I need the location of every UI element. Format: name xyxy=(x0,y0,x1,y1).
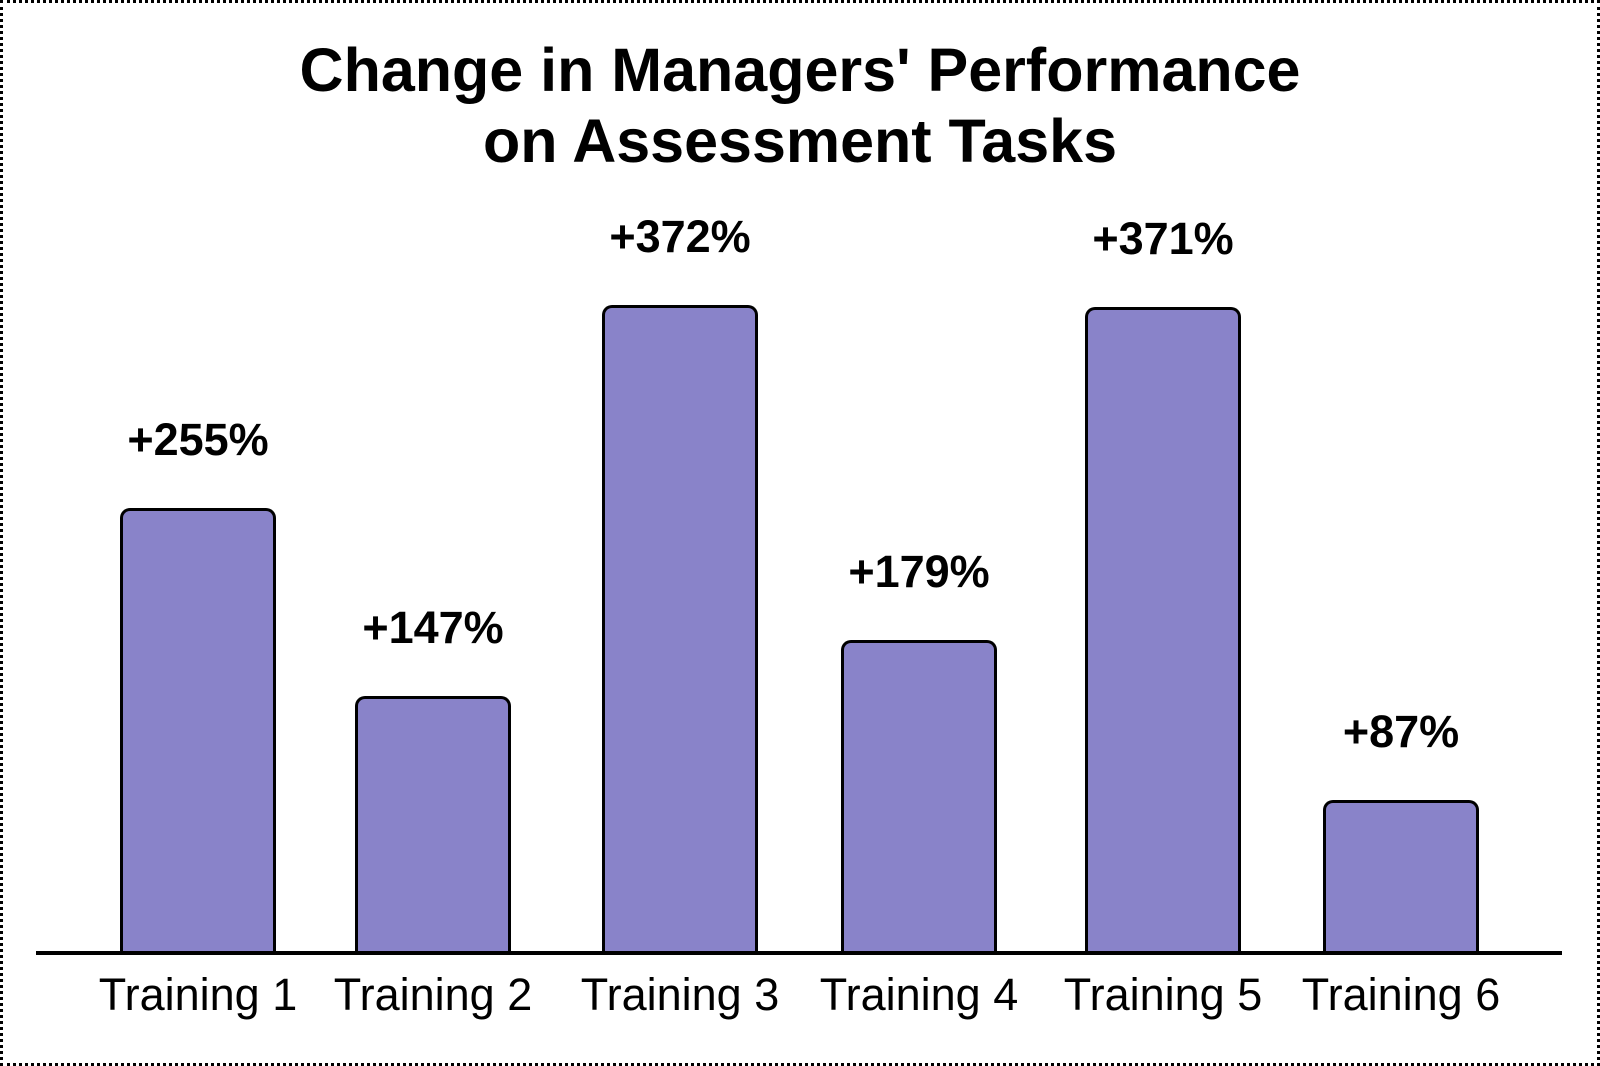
x-tick-label: Training 4 xyxy=(819,969,1019,1020)
x-tick-label: Training 2 xyxy=(333,969,533,1020)
bar-value-label: +255% xyxy=(127,414,269,465)
bar xyxy=(120,508,276,951)
bar xyxy=(841,640,997,951)
chart-title-line-2: on Assessment Tasks xyxy=(482,107,1117,175)
bar-value-label: +87% xyxy=(1342,706,1460,757)
x-tick-label: Training 3 xyxy=(580,969,780,1020)
x-tick-label: Training 5 xyxy=(1063,969,1263,1020)
bar xyxy=(355,696,511,951)
bar xyxy=(602,305,758,951)
x-tick-label: Training 1 xyxy=(98,969,298,1020)
x-tick-label: Training 6 xyxy=(1301,969,1501,1020)
x-axis-labels: Training 1 Training 2 Training 3 Training 4… xyxy=(3,969,1597,1029)
plot-area: +255% +147% +372% +179% +371% +87% xyxy=(3,3,1597,951)
chart-title-line-1: Change in Managers' Performance xyxy=(299,36,1301,104)
bar-value-label: +371% xyxy=(1092,213,1234,264)
bar-value-label: +372% xyxy=(609,211,751,262)
bar-value-label: +147% xyxy=(362,602,504,653)
x-axis-line xyxy=(36,951,1562,955)
chart-title: Change in Managers' Performance on Asses… xyxy=(3,35,1597,177)
bar xyxy=(1085,307,1241,951)
bar-value-label: +179% xyxy=(848,546,990,597)
bar xyxy=(1323,800,1479,951)
